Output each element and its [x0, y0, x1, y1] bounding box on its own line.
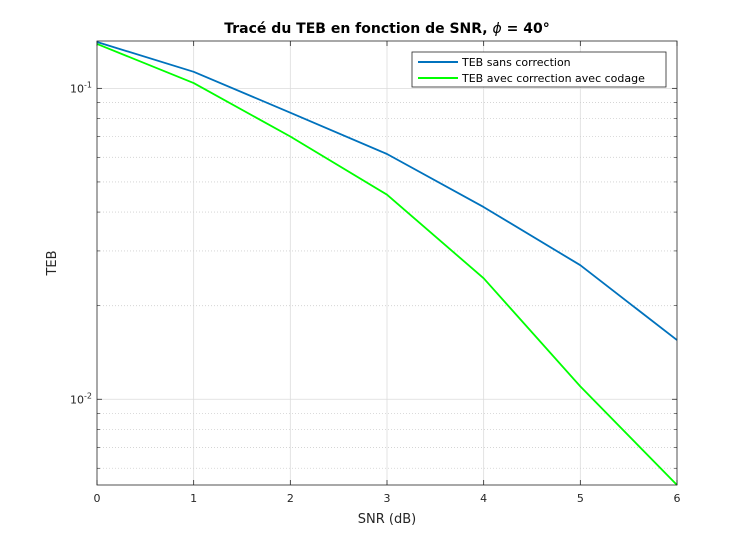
legend: TEB sans correction TEB avec correction … — [411, 51, 667, 88]
x-tick-label: 1 — [190, 492, 197, 505]
y-tick-exponent: -1 — [84, 80, 92, 89]
series-line-1 — [96, 43, 678, 486]
y-axis-label: TEB — [45, 250, 60, 276]
y-tick-exponent: -2 — [84, 391, 92, 400]
x-tick-label: 2 — [287, 492, 294, 505]
x-tick-label: 4 — [480, 492, 487, 505]
chart-title: Tracé du TEB en fonction de SNR, ϕ = 40° — [224, 21, 549, 37]
legend-entry-sans-correction: TEB sans correction — [461, 56, 571, 69]
y-tick-base: 10 — [70, 393, 84, 406]
legend-box — [411, 51, 667, 88]
y-tick-label: 10-1 — [70, 80, 92, 95]
grid — [97, 41, 677, 485]
ticks: 0 1 2 3 4 5 610-110-2 — [70, 41, 681, 505]
x-tick-label: 6 — [674, 492, 681, 505]
series-line-0 — [96, 41, 678, 341]
x-tick-label: 3 — [384, 492, 391, 505]
series-group — [96, 41, 678, 486]
x-axis-label: SNR (dB) — [358, 512, 416, 527]
legend-entry-avec-codage: TEB avec correction avec codage — [461, 72, 645, 85]
y-tick-base: 10 — [70, 82, 84, 95]
x-tick-label: 0 — [94, 492, 101, 505]
x-tick-label: 5 — [577, 492, 584, 505]
y-tick-label: 10-2 — [70, 391, 92, 406]
